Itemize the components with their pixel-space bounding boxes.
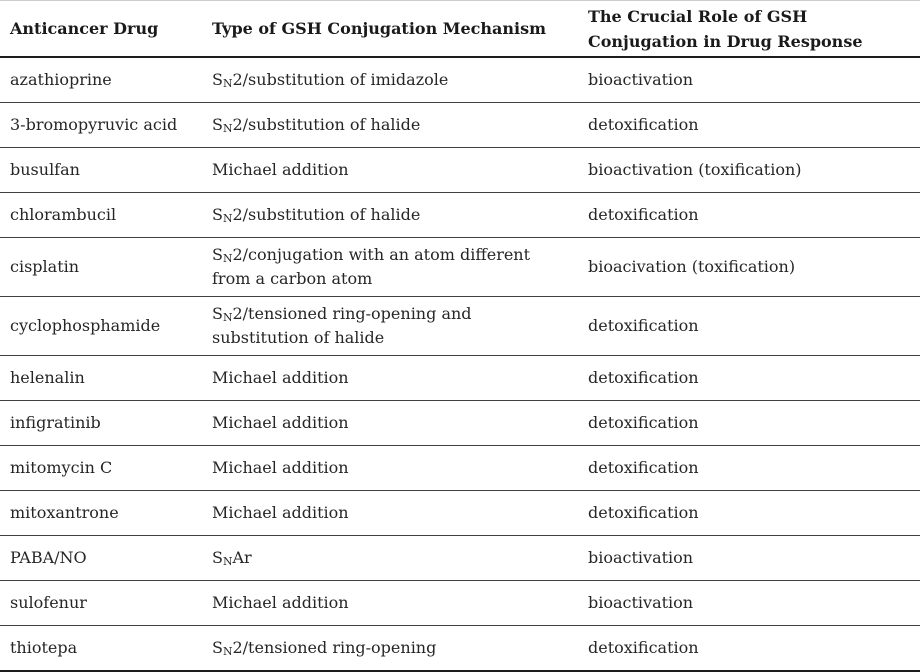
mechanism-text: S (212, 548, 223, 567)
table-row: PABA/NO SNAr bioactivation (0, 535, 920, 581)
table-header: Anticancer Drug Type of GSH Conjugation … (0, 0, 920, 58)
drug-cell: chlorambucil (0, 192, 212, 238)
mechanism-text: 2/tensioned ring-opening and substitutio… (212, 304, 472, 347)
mechanism-cell: Michael addition (212, 147, 588, 193)
mechanism-cell: SN2/substitution of halide (212, 102, 588, 148)
mechanism-text: S (212, 70, 223, 89)
mechanism-subscript: N (222, 121, 233, 135)
mechanism-cell: Michael addition (212, 400, 588, 446)
drug-cell: PABA/NO (0, 535, 212, 581)
mechanism-text: S (212, 205, 223, 224)
table-row: azathioprine SN2/substitution of imidazol… (0, 57, 920, 103)
mechanism-subscript: N (222, 211, 233, 225)
mechanism-cell: Michael addition (212, 580, 588, 626)
column-header-role: The Crucial Role of GSH Conjugation in D… (588, 0, 920, 58)
drug-cell: thiotepa (0, 625, 212, 672)
mechanism-cell: SN2/substitution of halide (212, 192, 588, 238)
mechanism-text: Michael addition (212, 413, 349, 432)
table-row: thiotepa SN2/tensioned ring-opening detoxi… (0, 625, 920, 672)
mechanism-text: Michael addition (212, 160, 349, 179)
role-cell: detoxification (588, 102, 920, 148)
mechanism-cell: Michael addition (212, 445, 588, 491)
header-row: Anticancer Drug Type of GSH Conjugation … (0, 0, 920, 58)
mechanism-subscript: N (222, 310, 233, 324)
mechanism-text: Ar (232, 548, 252, 567)
table-row: helenalin Michael addition detoxification (0, 355, 920, 401)
mechanism-text: 2/substitution of imidazole (232, 70, 449, 89)
table-row: infigratinib Michael addition detoxificati… (0, 400, 920, 446)
drug-cell: infigratinib (0, 400, 212, 446)
drug-cell: busulfan (0, 147, 212, 193)
mechanism-text: S (212, 304, 223, 323)
mechanism-subscript: N (222, 644, 233, 658)
drug-cell: cyclophosphamide (0, 296, 212, 356)
table-row: busulfan Michael addition bioactivation (t… (0, 147, 920, 193)
mechanism-text: 2/substitution of halide (232, 205, 421, 224)
table-body: azathioprine SN2/substitution of imidazol… (0, 57, 920, 672)
role-cell: detoxification (588, 445, 920, 491)
role-cell: detoxification (588, 192, 920, 238)
mechanism-cell: SN2/conjugation with an atom different f… (212, 237, 588, 297)
role-cell: bioactivation (588, 535, 920, 581)
mechanism-text: S (212, 115, 223, 134)
table-row: cyclophosphamide SN2/tensioned ring-openi… (0, 296, 920, 356)
table-row: sulofenur Michael addition bioactivation (0, 580, 920, 626)
drug-cell: mitomycin C (0, 445, 212, 491)
mechanism-text: 2/conjugation with an atom different fro… (212, 245, 531, 288)
mechanism-cell: SN2/tensioned ring-opening and substitut… (212, 296, 588, 356)
role-cell: bioactivation (588, 580, 920, 626)
mechanism-subscript: N (222, 76, 233, 90)
mechanism-subscript: N (222, 554, 233, 568)
role-cell: detoxification (588, 355, 920, 401)
mechanism-text: Michael addition (212, 368, 349, 387)
mechanism-text: S (212, 638, 223, 657)
mechanism-cell: Michael addition (212, 490, 588, 536)
table-row: cisplatin SN2/conjugation with an atom di… (0, 237, 920, 297)
drug-cell: helenalin (0, 355, 212, 401)
mechanism-text: 2/tensioned ring-opening (232, 638, 437, 657)
mechanism-cell: Michael addition (212, 355, 588, 401)
mechanism-text: Michael addition (212, 593, 349, 612)
mechanism-subscript: N (222, 251, 233, 265)
role-cell: detoxification (588, 490, 920, 536)
role-cell: detoxification (588, 296, 920, 356)
drug-cell: sulofenur (0, 580, 212, 626)
table-row: chlorambucil SN2/substitution of halide de… (0, 192, 920, 238)
table-row: mitomycin C Michael addition detoxificatio… (0, 445, 920, 491)
mechanism-cell: SN2/tensioned ring-opening (212, 625, 588, 672)
role-cell: bioactivation (toxification) (588, 147, 920, 193)
table-row: mitoxantrone Michael addition detoxificati… (0, 490, 920, 536)
drug-cell: mitoxantrone (0, 490, 212, 536)
table-row: 3-bromopyruvic acid SN2/substitution of h… (0, 102, 920, 148)
mechanism-cell: SNAr (212, 535, 588, 581)
mechanism-text: 2/substitution of halide (232, 115, 421, 134)
mechanism-cell: SN2/substitution of imidazole (212, 57, 588, 103)
mechanism-text: Michael addition (212, 503, 349, 522)
role-cell: bioacivation (toxification) (588, 237, 920, 297)
column-header-mechanism: Type of GSH Conjugation Mechanism (212, 0, 588, 58)
role-cell: detoxification (588, 400, 920, 446)
role-cell: detoxification (588, 625, 920, 672)
drug-cell: cisplatin (0, 237, 212, 297)
drug-cell: 3-bromopyruvic acid (0, 102, 212, 148)
role-cell: bioactivation (588, 57, 920, 103)
column-header-anticancer-drug: Anticancer Drug (0, 0, 212, 58)
drug-cell: azathioprine (0, 57, 212, 103)
mechanism-text: Michael addition (212, 458, 349, 477)
mechanism-text: S (212, 245, 223, 264)
